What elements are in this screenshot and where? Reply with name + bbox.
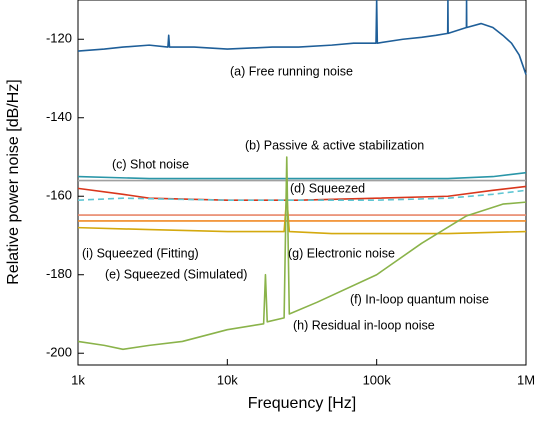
series-label: (i) Squeezed (Fitting) (82, 246, 199, 260)
x-tick-label: 1k (71, 372, 85, 387)
x-tick-label: 10k (217, 372, 238, 387)
x-tick-label: 100k (363, 372, 392, 387)
series-label: (b) Passive & active stabilization (245, 138, 424, 152)
series-label: (d) Squeezed (290, 181, 365, 195)
x-tick-label: 1M (517, 372, 535, 387)
series-label: (e) Squeezed (Simulated) (105, 267, 247, 281)
y-tick-label: -120 (46, 31, 72, 46)
series-label: (f) In-loop quantum noise (350, 292, 489, 306)
series-line (77, 156, 527, 351)
y-tick-label: -160 (46, 188, 72, 203)
series-line (77, 171, 527, 180)
series-label: (h) Residual in-loop noise (293, 318, 435, 332)
y-tick-label: -180 (46, 266, 72, 281)
series-label: (g) Electronic noise (288, 246, 395, 260)
series-line (77, 189, 527, 201)
plot-frame (77, 0, 527, 366)
series-line (77, 0, 527, 75)
series-label: (a) Free running noise (230, 64, 353, 78)
y-axis-label: Relative power noise [dB/Hz] (5, 79, 22, 284)
x-axis-label: Frequency [Hz] (248, 395, 356, 412)
y-tick-label: -200 (46, 345, 72, 360)
y-tick-label: -140 (46, 109, 72, 124)
series-label: (c) Shot noise (112, 157, 189, 171)
